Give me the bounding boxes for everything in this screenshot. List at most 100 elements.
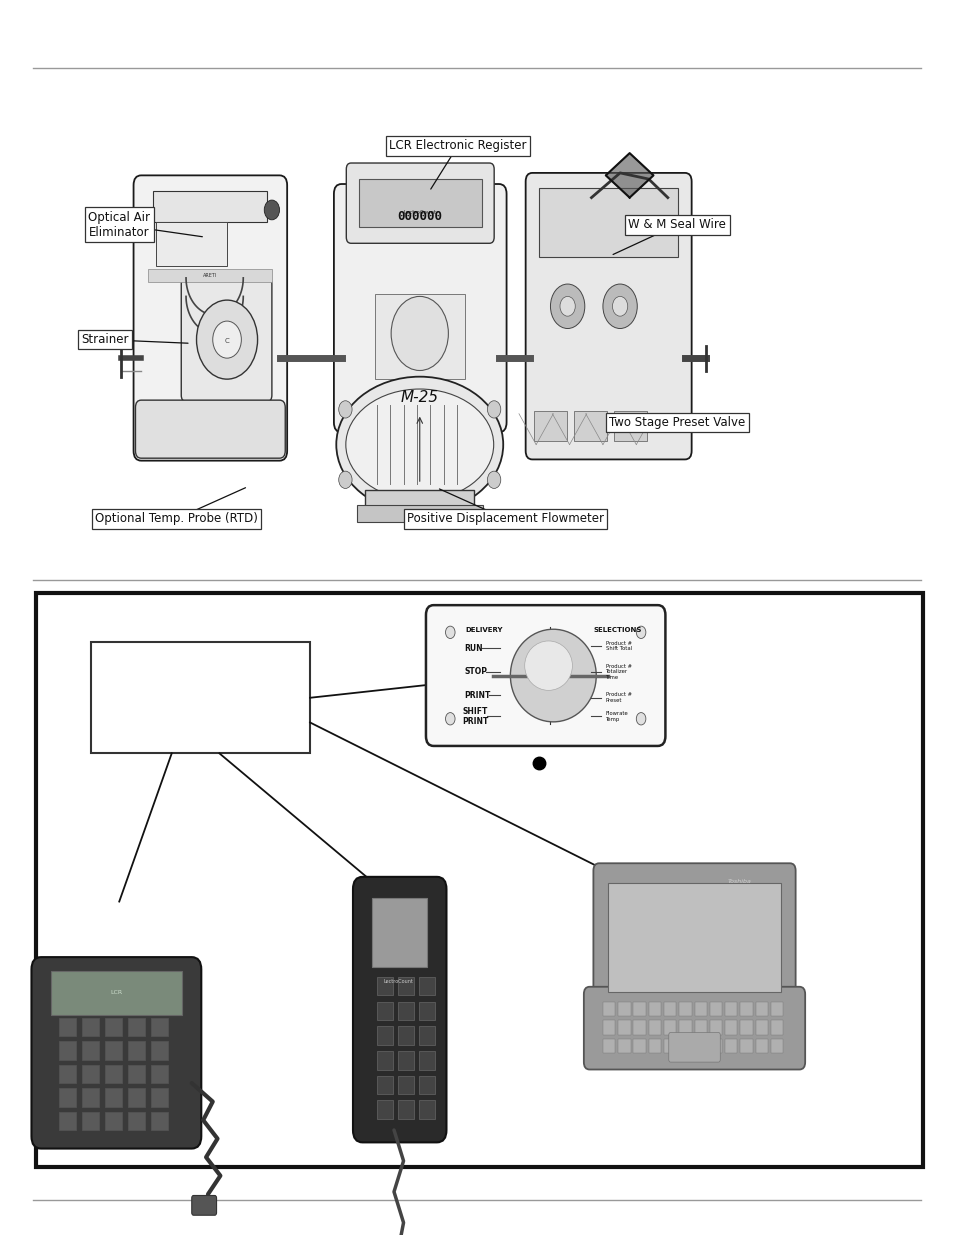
FancyBboxPatch shape	[59, 1065, 76, 1083]
Text: Two Stage Preset Valve: Two Stage Preset Valve	[609, 416, 744, 429]
Circle shape	[550, 284, 584, 329]
FancyBboxPatch shape	[82, 1088, 99, 1107]
FancyBboxPatch shape	[128, 1041, 145, 1060]
Text: W & M Seal Wire: W & M Seal Wire	[628, 219, 725, 231]
Circle shape	[213, 321, 241, 358]
FancyBboxPatch shape	[397, 977, 414, 995]
FancyBboxPatch shape	[128, 1112, 145, 1130]
Text: LectroCount: LectroCount	[403, 210, 436, 215]
Text: Positive Displacement Flowmeter: Positive Displacement Flowmeter	[407, 513, 603, 525]
FancyBboxPatch shape	[397, 1100, 414, 1119]
FancyBboxPatch shape	[353, 877, 446, 1142]
FancyBboxPatch shape	[376, 1051, 393, 1070]
Text: SHIFT
PRINT: SHIFT PRINT	[462, 706, 489, 726]
Circle shape	[559, 296, 575, 316]
Text: PRINT: PRINT	[464, 690, 491, 700]
FancyBboxPatch shape	[59, 1041, 76, 1060]
FancyBboxPatch shape	[709, 1039, 721, 1053]
FancyBboxPatch shape	[679, 1039, 691, 1053]
FancyBboxPatch shape	[694, 1002, 706, 1016]
FancyBboxPatch shape	[525, 173, 691, 459]
FancyBboxPatch shape	[128, 1018, 145, 1036]
Ellipse shape	[345, 389, 494, 500]
FancyBboxPatch shape	[770, 1039, 782, 1053]
FancyBboxPatch shape	[740, 1002, 752, 1016]
FancyBboxPatch shape	[376, 1026, 393, 1045]
Text: C: C	[225, 338, 229, 343]
FancyBboxPatch shape	[51, 971, 182, 1015]
FancyBboxPatch shape	[663, 1020, 676, 1035]
FancyBboxPatch shape	[618, 1020, 630, 1035]
FancyBboxPatch shape	[356, 505, 482, 522]
FancyBboxPatch shape	[397, 1076, 414, 1094]
Text: DELIVERY: DELIVERY	[464, 627, 502, 632]
FancyBboxPatch shape	[770, 1002, 782, 1016]
FancyBboxPatch shape	[105, 1065, 122, 1083]
Circle shape	[487, 401, 500, 417]
Text: Strainer: Strainer	[81, 333, 129, 346]
FancyBboxPatch shape	[133, 175, 287, 461]
FancyBboxPatch shape	[375, 294, 464, 379]
Polygon shape	[605, 153, 653, 198]
FancyBboxPatch shape	[372, 898, 427, 967]
FancyBboxPatch shape	[633, 1002, 645, 1016]
FancyBboxPatch shape	[105, 1088, 122, 1107]
FancyBboxPatch shape	[59, 1112, 76, 1130]
FancyBboxPatch shape	[574, 411, 606, 441]
FancyBboxPatch shape	[679, 1002, 691, 1016]
FancyBboxPatch shape	[418, 1051, 435, 1070]
FancyBboxPatch shape	[155, 222, 227, 266]
FancyBboxPatch shape	[614, 411, 646, 441]
Circle shape	[612, 296, 627, 316]
Text: Flowrate
Temp: Flowrate Temp	[605, 711, 628, 721]
FancyBboxPatch shape	[105, 1041, 122, 1060]
Circle shape	[602, 284, 637, 329]
FancyBboxPatch shape	[755, 1020, 767, 1035]
FancyBboxPatch shape	[618, 1002, 630, 1016]
FancyBboxPatch shape	[346, 163, 494, 243]
FancyBboxPatch shape	[105, 1018, 122, 1036]
FancyBboxPatch shape	[418, 1076, 435, 1094]
FancyBboxPatch shape	[534, 411, 566, 441]
FancyBboxPatch shape	[181, 278, 272, 401]
FancyBboxPatch shape	[770, 1020, 782, 1035]
FancyBboxPatch shape	[376, 977, 393, 995]
FancyBboxPatch shape	[128, 1065, 145, 1083]
FancyBboxPatch shape	[82, 1041, 99, 1060]
FancyBboxPatch shape	[618, 1039, 630, 1053]
FancyBboxPatch shape	[694, 1039, 706, 1053]
Ellipse shape	[335, 377, 503, 513]
Text: LectroCount: LectroCount	[383, 979, 414, 984]
Text: 000000: 000000	[396, 210, 442, 222]
FancyBboxPatch shape	[59, 1088, 76, 1107]
FancyBboxPatch shape	[425, 605, 665, 746]
FancyBboxPatch shape	[724, 1039, 737, 1053]
FancyBboxPatch shape	[709, 1002, 721, 1016]
Circle shape	[636, 713, 645, 725]
FancyBboxPatch shape	[694, 1020, 706, 1035]
FancyBboxPatch shape	[663, 1039, 676, 1053]
FancyBboxPatch shape	[538, 188, 678, 257]
FancyBboxPatch shape	[148, 269, 272, 282]
Text: Optical Air
Eliminator: Optical Air Eliminator	[89, 211, 150, 238]
FancyBboxPatch shape	[740, 1020, 752, 1035]
FancyBboxPatch shape	[418, 1002, 435, 1020]
FancyBboxPatch shape	[135, 400, 285, 458]
FancyBboxPatch shape	[668, 1032, 720, 1062]
FancyBboxPatch shape	[663, 1002, 676, 1016]
Text: Product #
Preset: Product # Preset	[605, 693, 631, 703]
FancyBboxPatch shape	[633, 1020, 645, 1035]
FancyBboxPatch shape	[602, 1002, 615, 1016]
Text: ARETI: ARETI	[202, 273, 217, 278]
Text: Product #
Totalizer
Time: Product # Totalizer Time	[605, 663, 631, 680]
Circle shape	[487, 472, 500, 489]
FancyBboxPatch shape	[740, 1039, 752, 1053]
Ellipse shape	[524, 641, 572, 690]
FancyBboxPatch shape	[82, 1112, 99, 1130]
FancyBboxPatch shape	[602, 1039, 615, 1053]
FancyBboxPatch shape	[633, 1039, 645, 1053]
Text: Optional Temp. Probe (RTD): Optional Temp. Probe (RTD)	[95, 513, 257, 525]
FancyBboxPatch shape	[679, 1020, 691, 1035]
Text: Product #
Shift Total: Product # Shift Total	[605, 641, 631, 651]
Circle shape	[338, 401, 352, 417]
